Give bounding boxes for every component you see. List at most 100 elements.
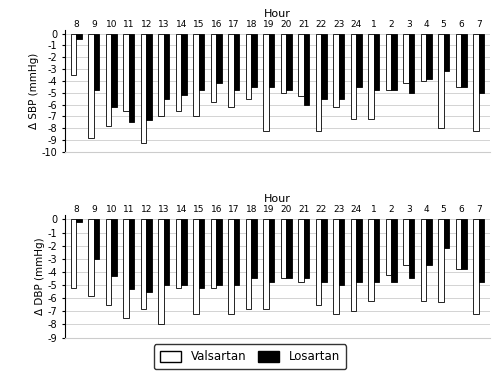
- Bar: [461, 33, 466, 87]
- Bar: [129, 219, 134, 289]
- Bar: [269, 219, 274, 282]
- Bar: [473, 219, 478, 314]
- Bar: [252, 219, 257, 279]
- Bar: [71, 33, 76, 75]
- Bar: [263, 33, 269, 131]
- Bar: [158, 219, 164, 324]
- Bar: [374, 219, 380, 282]
- Y-axis label: Δ DBP (mmHg): Δ DBP (mmHg): [35, 238, 45, 315]
- Bar: [88, 33, 94, 138]
- Bar: [210, 219, 216, 288]
- Bar: [368, 33, 374, 119]
- Bar: [473, 33, 478, 131]
- Bar: [176, 33, 182, 111]
- Bar: [456, 219, 461, 269]
- Bar: [391, 219, 397, 282]
- X-axis label: Hour: Hour: [264, 9, 291, 19]
- Bar: [438, 219, 444, 302]
- Bar: [164, 33, 170, 99]
- Bar: [123, 33, 129, 111]
- Bar: [176, 219, 182, 288]
- Bar: [321, 33, 327, 99]
- Bar: [164, 219, 170, 285]
- Bar: [280, 33, 286, 93]
- Bar: [350, 33, 356, 119]
- Bar: [88, 219, 94, 296]
- Bar: [298, 33, 304, 96]
- Bar: [403, 219, 408, 266]
- Bar: [420, 33, 426, 81]
- Bar: [76, 33, 82, 39]
- Bar: [246, 33, 252, 99]
- Bar: [228, 219, 234, 314]
- Bar: [456, 33, 461, 87]
- Bar: [444, 33, 449, 72]
- Bar: [444, 219, 449, 248]
- Bar: [316, 219, 321, 305]
- Bar: [386, 33, 391, 90]
- Bar: [228, 33, 234, 107]
- Bar: [321, 219, 327, 282]
- Bar: [263, 219, 269, 309]
- Bar: [374, 33, 380, 90]
- Bar: [426, 219, 432, 266]
- Bar: [112, 219, 117, 276]
- Bar: [252, 33, 257, 87]
- Bar: [123, 219, 129, 318]
- Bar: [216, 219, 222, 285]
- Bar: [420, 219, 426, 301]
- Bar: [356, 33, 362, 87]
- Bar: [106, 33, 112, 126]
- Bar: [94, 33, 100, 90]
- Bar: [316, 33, 321, 131]
- Bar: [403, 33, 408, 83]
- Bar: [298, 219, 304, 282]
- Bar: [76, 219, 82, 222]
- Bar: [333, 219, 338, 314]
- Bar: [216, 33, 222, 83]
- Bar: [286, 33, 292, 90]
- Bar: [234, 219, 239, 285]
- Bar: [193, 219, 199, 314]
- Bar: [304, 33, 310, 105]
- Bar: [246, 219, 252, 309]
- Bar: [158, 33, 164, 117]
- Bar: [210, 33, 216, 102]
- Bar: [356, 219, 362, 282]
- Bar: [368, 219, 374, 301]
- Bar: [438, 33, 444, 128]
- Legend: Valsartan, Losartan: Valsartan, Losartan: [154, 344, 346, 369]
- Bar: [199, 33, 204, 90]
- Bar: [71, 219, 76, 288]
- Bar: [199, 219, 204, 288]
- Bar: [280, 219, 286, 279]
- Bar: [461, 219, 466, 269]
- Bar: [338, 33, 344, 99]
- Bar: [408, 33, 414, 93]
- Bar: [408, 219, 414, 279]
- Bar: [129, 33, 134, 122]
- Bar: [304, 219, 310, 279]
- Bar: [140, 219, 146, 309]
- Bar: [386, 219, 391, 274]
- Y-axis label: Δ SBP (mmHg): Δ SBP (mmHg): [29, 53, 39, 129]
- Bar: [350, 219, 356, 311]
- Bar: [269, 33, 274, 87]
- Bar: [112, 33, 117, 107]
- Bar: [478, 219, 484, 282]
- Bar: [391, 33, 397, 90]
- Bar: [146, 219, 152, 292]
- Bar: [182, 33, 187, 95]
- Bar: [193, 33, 199, 117]
- Bar: [106, 219, 112, 305]
- Bar: [286, 219, 292, 279]
- Bar: [234, 33, 239, 90]
- Bar: [478, 33, 484, 93]
- Bar: [94, 219, 100, 259]
- Bar: [140, 33, 146, 142]
- Bar: [182, 219, 187, 285]
- Bar: [333, 33, 338, 107]
- X-axis label: Hour: Hour: [264, 194, 291, 204]
- Bar: [338, 219, 344, 285]
- Bar: [426, 33, 432, 79]
